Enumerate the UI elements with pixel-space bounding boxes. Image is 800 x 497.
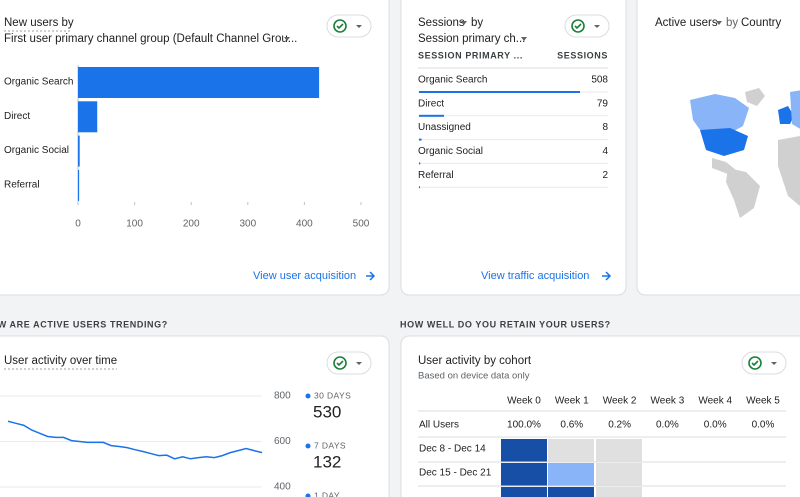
column-header: Week 5 — [746, 396, 780, 407]
y-tick-label: 600 — [274, 436, 291, 447]
bar — [78, 169, 80, 201]
dropdown-arrow[interactable] — [284, 37, 290, 41]
cohort-cell: 0.0% — [704, 420, 727, 431]
dropdown-arrow[interactable] — [521, 37, 527, 41]
card-title[interactable]: Active users — [655, 17, 718, 29]
dropdown-arrow — [594, 25, 600, 28]
legend-dot — [305, 393, 311, 399]
y-tick-label: 400 — [274, 482, 291, 493]
column-header: Week 4 — [698, 396, 732, 407]
row-label: All Users — [419, 420, 459, 431]
check-mark — [574, 23, 582, 30]
column-header: SESSION PRIMARY ... — [418, 50, 523, 60]
section-heading: HOW ARE ACTIVE USERS TRENDING? — [0, 319, 168, 329]
row-bar — [419, 138, 422, 141]
arrow-icon — [602, 271, 612, 281]
row-bar — [419, 114, 445, 117]
dropdown-arrow — [356, 362, 362, 365]
cohort-cell: 0.6% — [560, 420, 583, 431]
card-title-suffix: by — [471, 17, 483, 29]
x-tick-label: 0 — [75, 219, 81, 230]
check-icon — [333, 19, 347, 33]
cohort-cell: 100.0% — [507, 420, 541, 431]
y-tick-label: Direct — [4, 111, 30, 122]
dimension-selector[interactable]: Session primary ch... — [418, 33, 525, 45]
dropdown-arrow[interactable] — [461, 21, 467, 25]
row-label: Unassigned — [418, 122, 471, 133]
card — [400, 335, 800, 497]
section-heading: HOW WELL DO YOU RETAIN YOUR USERS? — [400, 319, 611, 329]
row-label: Referral — [418, 170, 454, 181]
dimension-selector[interactable]: Country — [741, 17, 782, 29]
cohort-cell: 0.0% — [656, 420, 679, 431]
cohort-cell: 0.0% — [752, 420, 775, 431]
dropdown-arrow[interactable] — [716, 21, 722, 25]
check-icon — [748, 356, 762, 370]
column-header[interactable]: SESSIONS — [557, 50, 608, 60]
check-icon — [571, 19, 585, 33]
y-tick-label: Referral — [4, 180, 40, 191]
row-label: Dec 15 - Dec 21 — [419, 468, 492, 479]
dropdown-arrow — [771, 362, 777, 365]
dimension-selector[interactable]: First user primary channel group (Defaul… — [4, 33, 297, 45]
legend-dot — [305, 443, 311, 449]
y-tick-label: Organic Search — [4, 77, 73, 88]
legend-value: 530 — [313, 402, 341, 421]
card-title: New users by — [4, 17, 74, 29]
row-value: 4 — [602, 146, 608, 157]
card-title: User activity over time — [4, 355, 117, 367]
legend-label: 7 DAYS — [314, 440, 346, 450]
x-tick-label: 400 — [296, 219, 313, 230]
arrow-icon — [366, 271, 376, 281]
row-value: 8 — [602, 122, 608, 133]
column-header: Week 3 — [651, 396, 685, 407]
dropdown-arrow — [356, 25, 362, 28]
row-label: Organic Social — [418, 146, 483, 157]
x-tick-label: 100 — [126, 219, 143, 230]
row-bar — [419, 91, 580, 93]
column-header: Week 0 — [507, 396, 541, 407]
link[interactable]: View user acquisition — [253, 270, 356, 282]
card-note: Based on device data only — [418, 371, 530, 382]
check-mark — [751, 360, 759, 367]
world-map — [690, 88, 800, 218]
column-header: Week 1 — [555, 396, 589, 407]
line — [7, 420, 263, 460]
legend-label: 30 DAYS — [314, 390, 351, 400]
card-title: User activity by cohort — [418, 355, 532, 367]
row-label: Direct — [418, 98, 444, 109]
y-tick-label: 800 — [274, 391, 291, 402]
row-value: 508 — [591, 75, 608, 86]
y-tick-label: Organic Social — [4, 145, 69, 156]
legend-value: 132 — [313, 452, 341, 471]
check-mark — [336, 360, 344, 367]
card — [0, 335, 390, 497]
card — [400, 0, 627, 296]
link[interactable]: View traffic acquisition — [481, 270, 589, 282]
x-tick-label: 500 — [353, 219, 370, 230]
legend-label: 1 DAY — [314, 490, 340, 497]
row-label: Organic Search — [418, 75, 487, 86]
bar — [78, 135, 80, 167]
cohort-heatmap — [418, 439, 786, 497]
check-mark — [336, 23, 344, 30]
x-tick-label: 300 — [239, 219, 256, 230]
row-label: Dec 8 - Dec 14 — [419, 444, 486, 455]
card-title-suffix: by — [726, 17, 738, 29]
row-value: 2 — [602, 170, 608, 181]
row-bar — [419, 162, 421, 165]
row-bar — [419, 186, 420, 189]
card-title[interactable]: Sessions — [418, 17, 465, 29]
cohort-cell: 0.2% — [608, 420, 631, 431]
column-header: Week 2 — [603, 396, 637, 407]
x-tick-label: 200 — [183, 219, 200, 230]
legend-dot — [305, 493, 311, 497]
row-value: 79 — [597, 98, 609, 109]
bar — [78, 101, 98, 133]
check-icon — [333, 356, 347, 370]
bar — [78, 67, 320, 98]
